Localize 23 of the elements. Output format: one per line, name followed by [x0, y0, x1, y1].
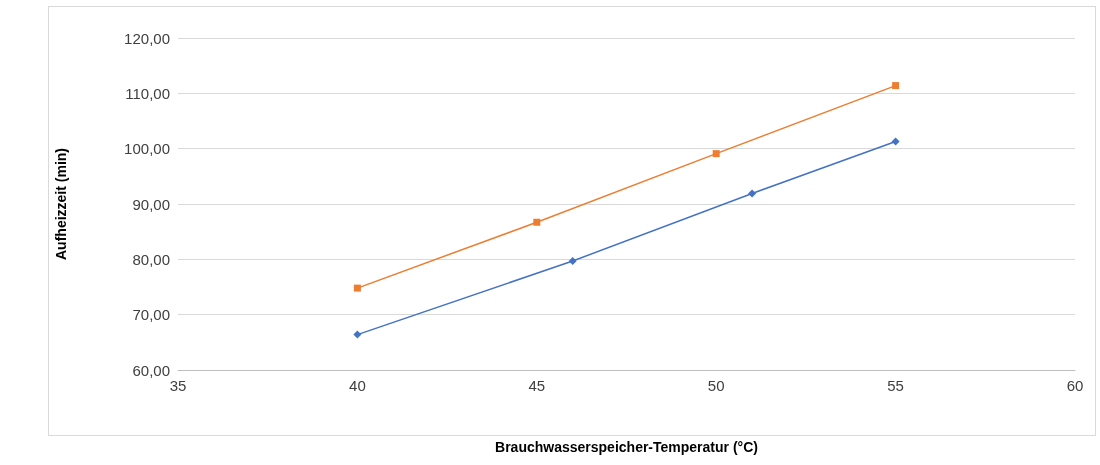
point	[748, 189, 757, 198]
point	[891, 137, 900, 146]
x-tick-label: 40	[349, 377, 366, 394]
y-tick-label: 80,00	[132, 250, 170, 268]
point	[353, 330, 362, 339]
x-tick-label: 45	[528, 377, 546, 394]
point	[533, 218, 541, 226]
x-tick-label: 35	[169, 377, 187, 394]
point	[568, 256, 577, 265]
x-tick-label: 60	[1066, 377, 1084, 394]
point	[353, 284, 361, 292]
y-tick-label: 120,00	[124, 29, 170, 47]
point	[712, 150, 720, 158]
x-tick-label: 50	[707, 377, 725, 394]
y-axis-title: Aufheizzeit (min)	[53, 148, 69, 260]
x-axis-title: Brauchwasserspeicher-Temperatur (°C)	[495, 439, 758, 455]
point	[892, 82, 900, 90]
y-tick-label: 100,00	[124, 140, 170, 158]
x-tick-label: 55	[887, 377, 904, 394]
y-tick-label: 70,00	[132, 306, 170, 324]
y-tick-label: 90,00	[132, 195, 170, 213]
y-tick-label: 60,00	[132, 361, 170, 379]
y-tick-label: 110,00	[125, 84, 170, 102]
